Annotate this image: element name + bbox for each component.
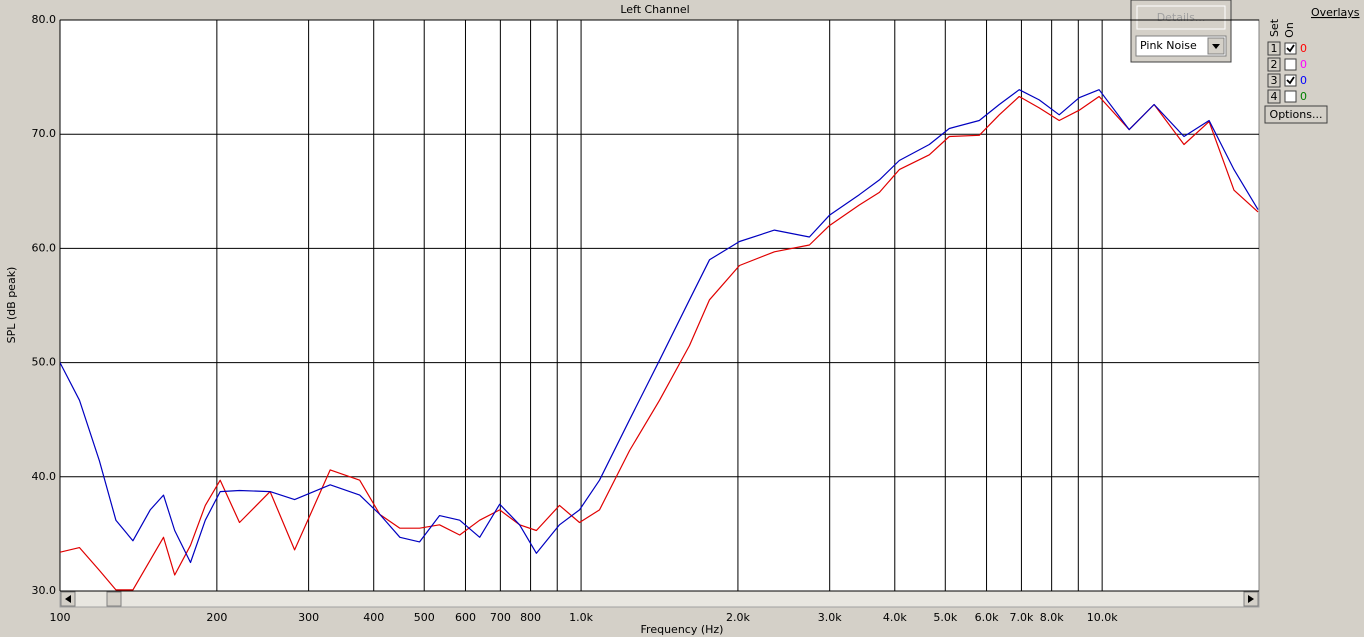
overlays-header: Overlays [1311, 6, 1360, 19]
overlay-checkbox[interactable] [1284, 74, 1297, 87]
y-tick-label: 60.0 [32, 241, 57, 254]
set-button[interactable] [1267, 57, 1281, 72]
y-axis-label: SPL (dB peak) [5, 267, 18, 344]
options-button[interactable] [1264, 105, 1328, 124]
arrow-icon [1248, 595, 1254, 603]
overlay-value: 0 [1300, 42, 1307, 55]
check-icon [1286, 76, 1295, 85]
scroll-thumb[interactable] [106, 591, 122, 607]
set-button[interactable] [1267, 73, 1281, 88]
y-tick-label: 40.0 [32, 470, 57, 483]
on-header: On [1283, 22, 1296, 38]
x-tick-label: 6.0k [975, 611, 999, 624]
control-panel: Details... Pink Noise Set On Overlays Op… [1130, 0, 1360, 124]
x-axis-label: Frequency (Hz) [641, 623, 724, 636]
plot-area [59, 19, 1260, 592]
overlay-checkbox[interactable] [1284, 42, 1297, 55]
y-tick-label: 80.0 [32, 13, 57, 26]
series-line [60, 95, 1259, 591]
overlay-checkbox[interactable] [1284, 90, 1297, 103]
y-tick-label: 70.0 [32, 127, 57, 140]
set-number: 2 [1271, 58, 1278, 71]
set-button[interactable] [1267, 41, 1281, 56]
x-tick-label: 400 [363, 611, 384, 624]
x-tick-label: 7.0k [1009, 611, 1033, 624]
y-tick-label: 30.0 [32, 584, 57, 597]
details-button[interactable] [1136, 5, 1226, 30]
chart-title: Left Channel [620, 3, 689, 16]
x-tick-label: 100 [50, 611, 71, 624]
check-icon [1286, 44, 1295, 53]
set-number: 3 [1271, 74, 1278, 87]
x-tick-label: 8.0k [1040, 611, 1064, 624]
y-tick-label: 50.0 [32, 356, 57, 369]
x-tick-label: 800 [520, 611, 541, 624]
x-tick-label: 5.0k [933, 611, 957, 624]
x-tick-label: 200 [206, 611, 227, 624]
button-label: Options... [1270, 108, 1323, 121]
x-tick-label: 1.0k [569, 611, 593, 624]
source-select[interactable] [1135, 35, 1227, 57]
x-tick-label: 300 [298, 611, 319, 624]
set-button[interactable] [1267, 89, 1281, 104]
series-line [60, 89, 1259, 564]
x-tick-label: 700 [490, 611, 511, 624]
overlay-checkbox[interactable] [1284, 58, 1297, 71]
set-header: Set [1268, 18, 1281, 37]
set-number: 4 [1271, 90, 1278, 103]
x-tick-label: 10.0k [1087, 611, 1118, 624]
overlay-value: 0 [1300, 58, 1307, 71]
overlay-value: 0 [1300, 90, 1307, 103]
x-tick-label: 4.0k [883, 611, 907, 624]
scroll-track[interactable] [59, 590, 1260, 608]
arrow-icon [65, 595, 71, 603]
x-tick-label: 2.0k [726, 611, 750, 624]
button-label: Details... [1157, 11, 1206, 24]
select-value: Pink Noise [1140, 39, 1197, 52]
scrollbar[interactable] [59, 590, 1260, 608]
x-tick-label: 600 [455, 611, 476, 624]
x-tick-label: 500 [414, 611, 435, 624]
overlay-value: 0 [1300, 74, 1307, 87]
x-tick-label: 3.0k [818, 611, 842, 624]
set-number: 1 [1271, 42, 1278, 55]
arrow-icon [1212, 44, 1220, 49]
